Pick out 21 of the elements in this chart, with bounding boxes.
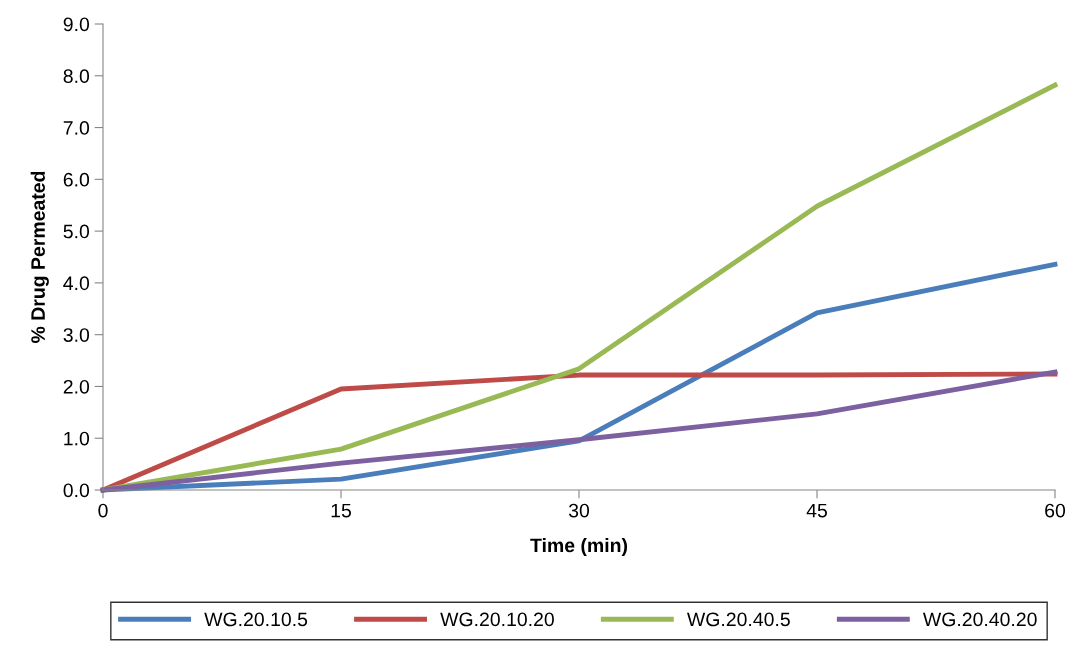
x-tick-label: 45: [806, 503, 827, 518]
y-tick-label: 2.0: [63, 379, 90, 394]
y-tick-label: 0.0: [63, 483, 90, 498]
y-tick-label: 6.0: [63, 172, 90, 187]
y-tick-label: 9.0: [63, 17, 90, 32]
x-tick-label: 0: [98, 503, 108, 518]
x-tick-label: 30: [568, 503, 590, 518]
legend-label: WG.20.40.5: [687, 612, 790, 627]
legend-label: WG.20.10.5: [204, 612, 308, 627]
x-tick-label: 15: [331, 503, 351, 518]
legend-label: WG.20.40.20: [922, 612, 1037, 627]
y-tick-label: 3.0: [63, 328, 90, 342]
x-tick-label: 60: [1045, 503, 1066, 518]
y-tick-label: 1.0: [64, 431, 90, 446]
y-tick-label: 7.0: [63, 121, 90, 135]
y-axis-title: % Drug Permeated: [30, 171, 49, 343]
y-tick-label: 8.0: [63, 69, 90, 84]
y-tick-label: 5.0: [63, 224, 90, 239]
x-axis-title: Time (min): [530, 537, 628, 557]
y-tick-label: 4.0: [63, 276, 90, 291]
legend-label: WG.20.10.20: [440, 612, 554, 627]
